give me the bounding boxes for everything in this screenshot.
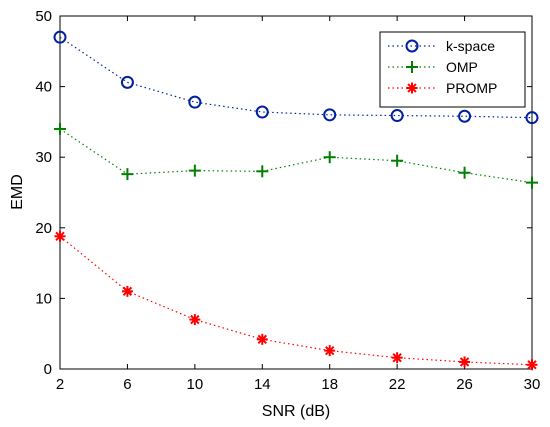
legend-item-k-space: k-space bbox=[388, 38, 495, 54]
data-point bbox=[121, 285, 133, 297]
marker-stroke bbox=[122, 286, 133, 297]
x-tick-label: 26 bbox=[456, 376, 473, 393]
series-layer bbox=[53, 30, 539, 371]
legend-label: OMP bbox=[446, 59, 478, 75]
data-point bbox=[188, 95, 202, 109]
series-omp bbox=[54, 122, 538, 189]
x-tick-label: 30 bbox=[524, 376, 541, 393]
x-tick-label: 22 bbox=[389, 376, 406, 393]
marker-stroke bbox=[325, 345, 335, 356]
legend-label: PROMP bbox=[446, 80, 497, 96]
legend-box bbox=[379, 31, 526, 108]
data-point bbox=[525, 111, 539, 125]
series-line bbox=[59, 128, 533, 184]
series-line bbox=[59, 36, 533, 119]
legend-marker bbox=[406, 61, 418, 73]
y-tick-label: 40 bbox=[35, 79, 52, 96]
data-point bbox=[188, 164, 201, 177]
data-point bbox=[189, 314, 201, 326]
legend: k-space OMP PROMP bbox=[379, 31, 526, 108]
legend-marker bbox=[405, 39, 419, 53]
x-tick-label: 10 bbox=[187, 376, 204, 393]
data-point bbox=[459, 356, 471, 368]
series-line bbox=[59, 235, 533, 366]
data-point bbox=[391, 352, 403, 364]
marker-stroke bbox=[527, 360, 537, 370]
marker-stroke bbox=[257, 334, 267, 345]
data-point bbox=[390, 109, 404, 123]
legend-item-promp: PROMP bbox=[388, 80, 497, 96]
data-point bbox=[256, 333, 268, 345]
data-point bbox=[458, 109, 472, 123]
legend-marker bbox=[406, 82, 418, 94]
data-point bbox=[120, 75, 134, 89]
marker-stroke bbox=[55, 231, 65, 241]
legend-item-omp: OMP bbox=[388, 59, 478, 75]
data-point bbox=[54, 230, 66, 242]
data-point bbox=[324, 345, 336, 357]
series-k-space bbox=[53, 30, 539, 125]
y-tick-label: 20 bbox=[35, 220, 52, 237]
x-axis-title: SNR (dB) bbox=[262, 403, 330, 420]
y-tick-label: 0 bbox=[44, 361, 52, 378]
data-point bbox=[526, 176, 538, 189]
data-point bbox=[526, 359, 538, 371]
series-promp bbox=[54, 230, 538, 371]
data-point bbox=[54, 122, 66, 135]
marker-stroke bbox=[459, 357, 470, 367]
marker-stroke bbox=[190, 314, 200, 325]
data-point bbox=[391, 154, 404, 167]
data-point bbox=[121, 168, 134, 181]
data-point bbox=[256, 165, 269, 178]
data-point bbox=[255, 105, 269, 119]
y-tick-label: 10 bbox=[35, 290, 52, 307]
data-point bbox=[458, 166, 471, 179]
marker-stroke bbox=[407, 83, 417, 93]
x-tick-label: 2 bbox=[56, 376, 64, 393]
x-tick-label: 14 bbox=[254, 376, 271, 393]
data-point bbox=[323, 108, 337, 122]
y-tick-label: 50 bbox=[35, 8, 52, 25]
data-point bbox=[53, 30, 67, 44]
marker-stroke bbox=[392, 353, 402, 363]
y-tick-label: 30 bbox=[35, 149, 52, 166]
data-point bbox=[323, 151, 336, 164]
y-axis-title: EMD bbox=[9, 174, 26, 210]
x-tick-label: 18 bbox=[321, 376, 338, 393]
x-tick-label: 6 bbox=[123, 376, 131, 393]
legend-label: k-space bbox=[446, 38, 495, 54]
